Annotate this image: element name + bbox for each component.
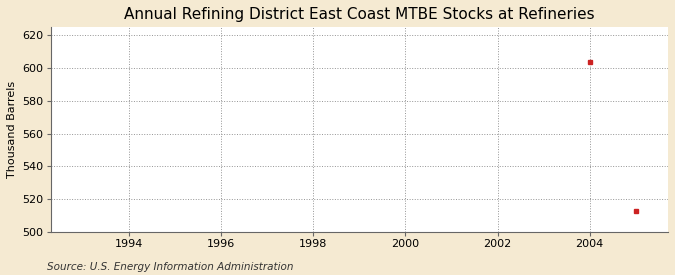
Title: Annual Refining District East Coast MTBE Stocks at Refineries: Annual Refining District East Coast MTBE… [124, 7, 595, 22]
Y-axis label: Thousand Barrels: Thousand Barrels [7, 81, 17, 178]
Text: Source: U.S. Energy Information Administration: Source: U.S. Energy Information Administ… [47, 262, 294, 272]
